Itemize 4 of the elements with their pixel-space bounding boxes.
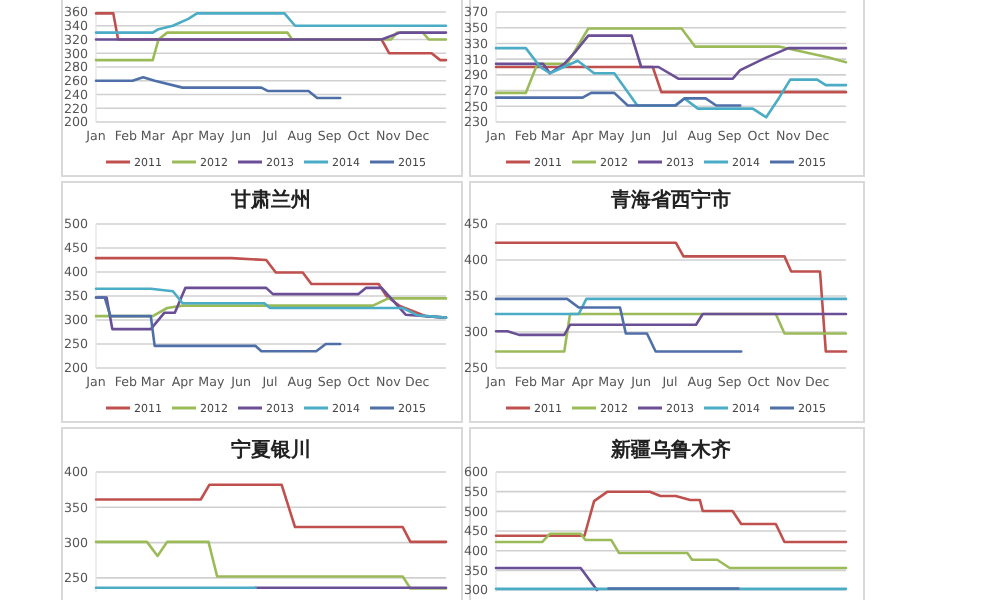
chart-title: 青海省西宁市: [609, 188, 731, 212]
chart-title: 新疆乌鲁木齐: [609, 438, 731, 462]
chart-title: 甘肃兰州: [229, 188, 311, 212]
chart-title: 宁夏银川: [231, 438, 311, 462]
